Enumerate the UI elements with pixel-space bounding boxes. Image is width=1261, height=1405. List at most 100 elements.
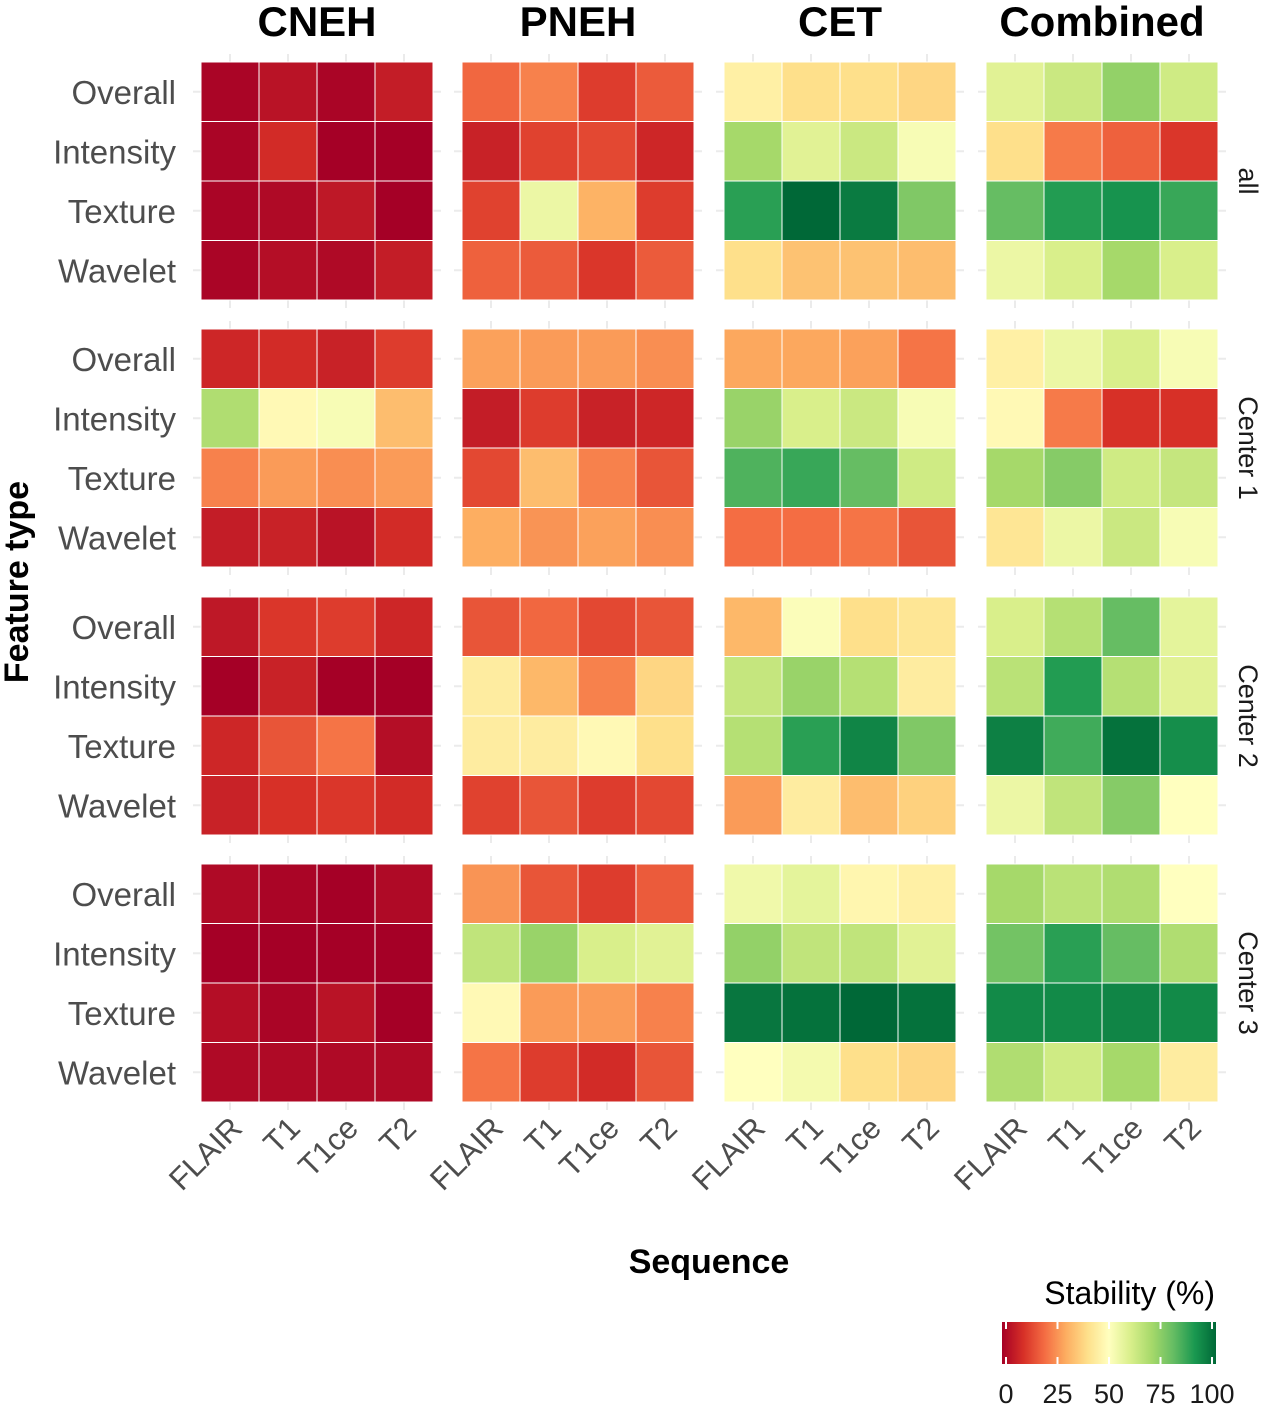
heatmap-cell (985, 715, 1045, 776)
heatmap-cell (461, 61, 521, 122)
heatmap-cell (316, 61, 376, 122)
heatmap-cell (519, 775, 579, 836)
y-tick-wavelet: Wavelet (58, 787, 176, 824)
heatmap-cell (1159, 1042, 1219, 1103)
heatmap-cell (1043, 388, 1103, 449)
legend-tick-label: 100 (1189, 1379, 1234, 1405)
heatmap-cell (839, 656, 899, 717)
heatmap-cell (461, 923, 521, 984)
x-tick-t1ce: T1ce (814, 1110, 887, 1183)
y-tick-texture: Texture (68, 728, 176, 765)
facet-titles: CNEH PNEH CET Combined (257, 0, 1204, 45)
heatmap-cell (374, 715, 434, 776)
heatmap-cell (316, 923, 376, 984)
heatmap-cell (200, 388, 260, 449)
heatmap-cell (577, 656, 637, 717)
heatmap-cell (1101, 775, 1161, 836)
x-tick-t2: T2 (634, 1110, 684, 1160)
heatmap-cell (374, 121, 434, 182)
heatmap-cell (1043, 596, 1103, 657)
heatmap-cell (781, 656, 841, 717)
heatmap-cell (1159, 656, 1219, 717)
heatmap-cell (1101, 388, 1161, 449)
heatmap-cell (316, 180, 376, 241)
heatmap-cell (723, 61, 783, 122)
heatmap-cell (374, 328, 434, 389)
heatmap-cell (461, 596, 521, 657)
heatmap-cell (374, 1042, 434, 1103)
heatmap-cell (781, 596, 841, 657)
heatmap-cell (839, 1042, 899, 1103)
x-tick-t1ce: T1ce (1076, 1110, 1149, 1183)
heatmap-cell (519, 863, 579, 924)
heatmap-cell (519, 923, 579, 984)
heatmap-cell (839, 61, 899, 122)
heatmap-cell (1043, 863, 1103, 924)
heatmap-cell (316, 388, 376, 449)
heatmap-cell (374, 447, 434, 508)
heatmap-cell (723, 328, 783, 389)
heatmap-cell (723, 863, 783, 924)
heatmap-cell (897, 923, 957, 984)
y-tick-wavelet: Wavelet (58, 519, 176, 556)
heatmap-cell (200, 982, 260, 1043)
heatmap-cell (1043, 923, 1103, 984)
heatmap-cell (781, 982, 841, 1043)
heatmap-cell (635, 240, 695, 301)
heatmap-cell (635, 982, 695, 1043)
heatmap-cell (1159, 982, 1219, 1043)
heatmap-cell (577, 240, 637, 301)
heatmap-cell (635, 121, 695, 182)
heatmap-cell (839, 240, 899, 301)
x-tick-flair: FLAIR (685, 1110, 772, 1197)
heatmap-cell (519, 507, 579, 568)
heatmap-cell (374, 180, 434, 241)
x-tick-t2: T2 (896, 1110, 946, 1160)
heatmap-cell (200, 775, 260, 836)
heatmap-cell (839, 447, 899, 508)
heatmap-cell (316, 656, 376, 717)
heatmap-cell (577, 180, 637, 241)
heatmap-cell (781, 180, 841, 241)
row-label-all: all (1233, 167, 1261, 194)
heatmap-cell (1159, 863, 1219, 924)
heatmap-cell (577, 715, 637, 776)
heatmap-cell (374, 775, 434, 836)
x-axis-title: Sequence (629, 1243, 790, 1281)
heatmap-cell (461, 1042, 521, 1103)
heatmap-cell (1043, 447, 1103, 508)
heatmap-cell (316, 507, 376, 568)
heatmap-cell (723, 240, 783, 301)
heatmap-cell (577, 447, 637, 508)
heatmap-cell (985, 180, 1045, 241)
heatmap-cell (635, 863, 695, 924)
legend: Stability (%) 0 25 50 75 100 (998, 1275, 1234, 1405)
legend-title: Stability (%) (1044, 1275, 1215, 1311)
facet-title-cneh: CNEH (257, 0, 376, 45)
heatmap-cell (200, 240, 260, 301)
heatmap-cell (781, 61, 841, 122)
heatmap-cell (461, 863, 521, 924)
heatmap-cell (200, 61, 260, 122)
heatmap-cell (258, 447, 318, 508)
facet-title-combined: Combined (999, 0, 1204, 45)
heatmap-cell (519, 715, 579, 776)
heatmap-cell (723, 1042, 783, 1103)
heatmap-cell (723, 982, 783, 1043)
heatmap-cell (839, 923, 899, 984)
heatmap-cell (200, 596, 260, 657)
heatmap-cell (1101, 240, 1161, 301)
heatmap-cell (1159, 715, 1219, 776)
x-tick-t2: T2 (373, 1110, 423, 1160)
y-axis-title: Feature type (0, 481, 36, 683)
heatmap-cell (839, 328, 899, 389)
heatmap-cell (316, 121, 376, 182)
heatmap-cell (374, 923, 434, 984)
heatmap-cell (635, 328, 695, 389)
heatmap-cell (519, 328, 579, 389)
heatmap-cell (316, 240, 376, 301)
heatmap-cell (258, 863, 318, 924)
heatmap-cell (258, 923, 318, 984)
heatmap-cell (519, 596, 579, 657)
heatmap-cell (1043, 61, 1103, 122)
